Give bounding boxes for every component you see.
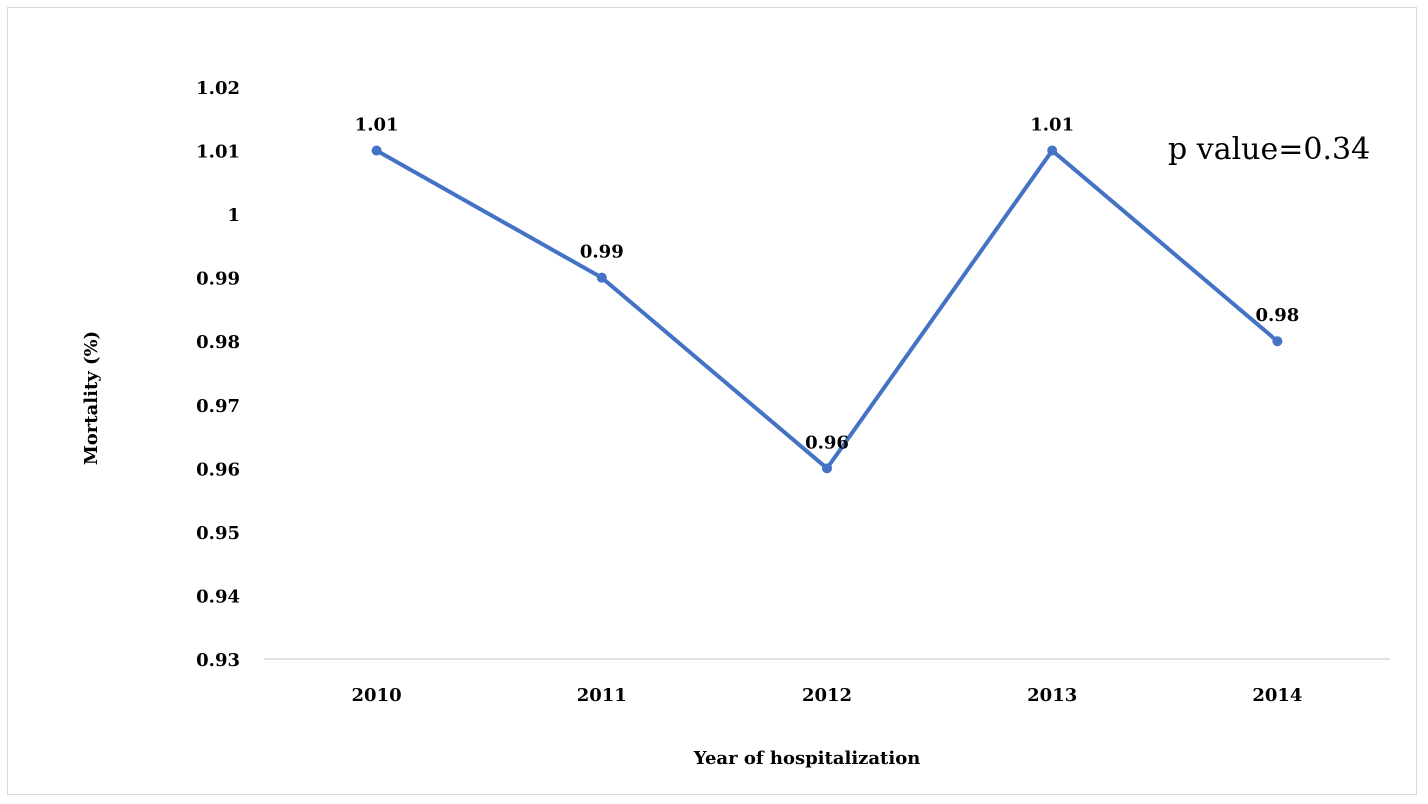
y-tick-label: 1.02: [196, 78, 240, 99]
x-tick-label: 2014: [1252, 685, 1302, 706]
data-labels: 1.01 0.99 0.96 1.01 0.98: [355, 115, 1300, 454]
y-axis-ticks: 0.93 0.94 0.95 0.96 0.97 0.98 0.99 1 1.01 1.02: [196, 78, 240, 671]
y-tick-label: 0.93: [196, 650, 240, 671]
data-label: 1.01: [1030, 115, 1074, 136]
y-tick-label: 0.97: [196, 396, 240, 417]
data-point: [1272, 336, 1283, 347]
data-label: 0.96: [805, 432, 849, 453]
y-tick-label: 1.01: [196, 142, 240, 163]
x-tick-label: 2013: [1027, 685, 1077, 706]
data-point: [822, 463, 832, 474]
x-axis-ticks: 2010 2011 2012 2013 2014: [352, 685, 1303, 706]
x-tick-label: 2010: [352, 685, 402, 706]
y-tick-label: 0.96: [196, 459, 240, 480]
y-tick-label: 0.98: [196, 332, 240, 353]
data-label: 1.01: [355, 115, 399, 136]
data-points: [371, 145, 1283, 474]
x-tick-label: 2011: [577, 685, 627, 706]
data-label: 0.99: [580, 242, 624, 263]
data-point: [596, 272, 607, 283]
series-line: [375, 148, 1279, 471]
data-point: [1047, 145, 1058, 156]
x-axis-title: Year of hospitalization: [693, 748, 921, 769]
data-point: [371, 145, 382, 156]
y-tick-label: 0.95: [196, 523, 240, 544]
y-axis-title: Mortality (%): [81, 331, 102, 465]
p-value-annotation: p value=0.34: [1168, 132, 1370, 167]
data-label: 0.98: [1255, 305, 1299, 326]
chart-frame: [7, 7, 1417, 795]
y-tick-label: 0.94: [196, 586, 240, 607]
y-tick-label: 0.99: [196, 269, 240, 290]
x-tick-label: 2012: [802, 685, 852, 706]
y-tick-label: 1: [227, 205, 240, 226]
